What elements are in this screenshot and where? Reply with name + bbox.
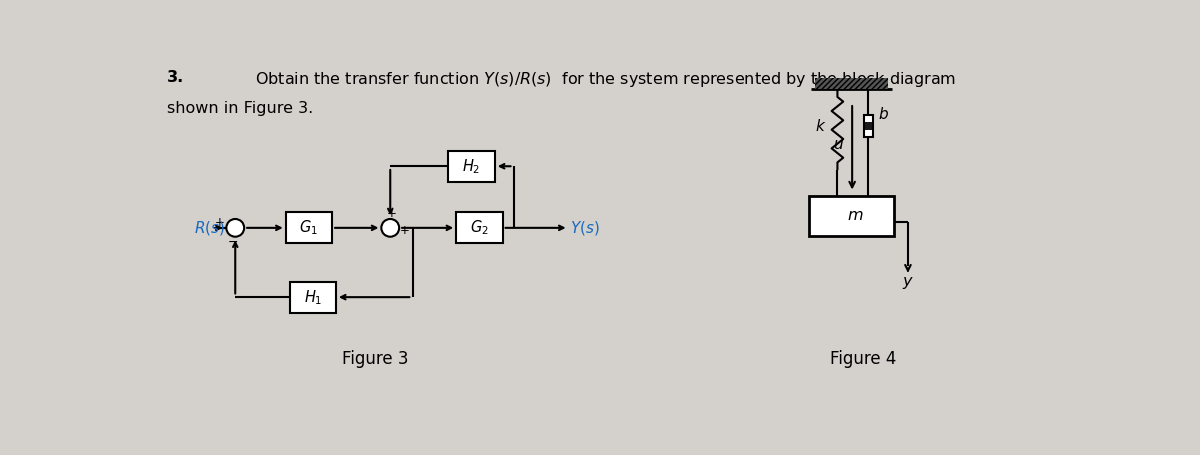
Text: +: +	[400, 224, 410, 238]
Bar	[815, 78, 888, 89]
Text: Figure 4: Figure 4	[830, 350, 896, 368]
Bar	[449, 151, 494, 182]
Text: shown in Figure 3.: shown in Figure 3.	[167, 101, 313, 116]
Text: Obtain the transfer function $Y(s)/R(s)$  for the system represented by the bloc: Obtain the transfer function $Y(s)/R(s)$…	[254, 70, 956, 89]
Text: $H_2$: $H_2$	[462, 157, 481, 176]
Text: $G_2$: $G_2$	[470, 218, 488, 237]
Bar	[864, 115, 872, 136]
Bar	[286, 212, 332, 243]
Bar	[456, 212, 503, 243]
Text: $u$: $u$	[834, 137, 845, 152]
Circle shape	[382, 219, 400, 237]
Bar	[289, 282, 336, 313]
Text: $b$: $b$	[877, 106, 888, 121]
Text: +: +	[386, 207, 397, 220]
Bar	[864, 122, 872, 130]
Text: $Y(s)$: $Y(s)$	[570, 219, 600, 237]
Text: 3.: 3.	[167, 70, 185, 85]
Text: $y$: $y$	[902, 275, 914, 291]
Text: $m$: $m$	[847, 208, 864, 223]
Circle shape	[227, 219, 244, 237]
Text: +: +	[215, 216, 224, 229]
Text: $k$: $k$	[815, 118, 827, 134]
Text: $G_1$: $G_1$	[300, 218, 318, 237]
Text: $H_1$: $H_1$	[304, 288, 322, 307]
Text: $R(s)$: $R(s)$	[194, 219, 226, 237]
Text: Figure 3: Figure 3	[342, 350, 408, 368]
Bar	[809, 196, 894, 236]
Text: $-$: $-$	[227, 235, 238, 248]
